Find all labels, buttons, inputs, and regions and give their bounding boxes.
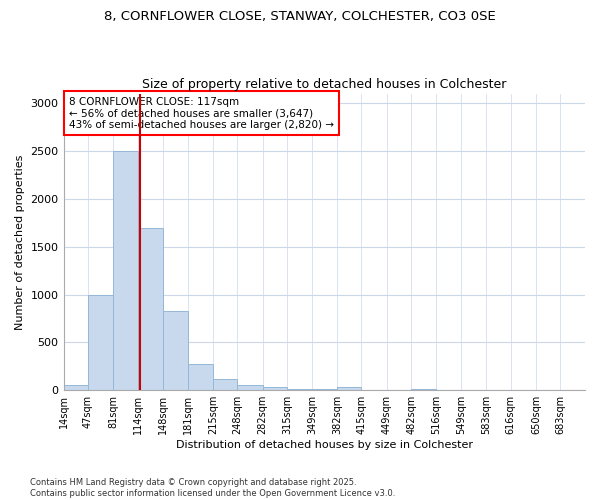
Title: Size of property relative to detached houses in Colchester: Size of property relative to detached ho… — [142, 78, 506, 91]
Bar — [337, 388, 361, 390]
Bar — [188, 364, 213, 390]
Bar — [88, 294, 113, 390]
Bar — [238, 386, 263, 390]
Bar — [64, 386, 88, 390]
Y-axis label: Number of detached properties: Number of detached properties — [15, 154, 25, 330]
Bar — [411, 389, 436, 390]
X-axis label: Distribution of detached houses by size in Colchester: Distribution of detached houses by size … — [176, 440, 473, 450]
Bar — [163, 311, 188, 390]
Bar — [113, 151, 138, 390]
Bar — [213, 379, 238, 390]
Text: 8 CORNFLOWER CLOSE: 117sqm
← 56% of detached houses are smaller (3,647)
43% of s: 8 CORNFLOWER CLOSE: 117sqm ← 56% of deta… — [69, 96, 334, 130]
Bar — [263, 388, 287, 390]
Text: Contains HM Land Registry data © Crown copyright and database right 2025.
Contai: Contains HM Land Registry data © Crown c… — [30, 478, 395, 498]
Bar — [138, 228, 163, 390]
Text: 8, CORNFLOWER CLOSE, STANWAY, COLCHESTER, CO3 0SE: 8, CORNFLOWER CLOSE, STANWAY, COLCHESTER… — [104, 10, 496, 23]
Bar — [287, 389, 313, 390]
